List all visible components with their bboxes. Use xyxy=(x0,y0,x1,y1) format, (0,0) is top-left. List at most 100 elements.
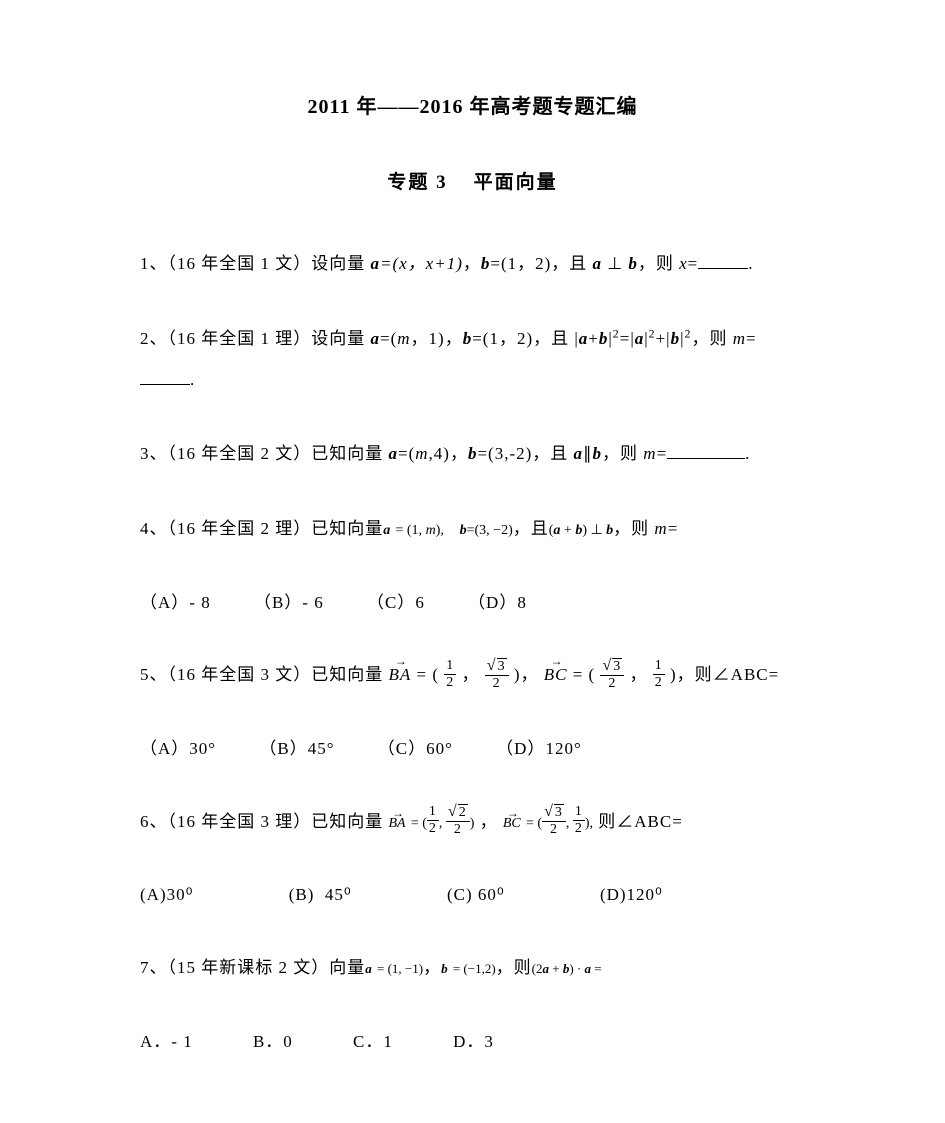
parallel-icon: ∥ xyxy=(583,444,593,463)
frac-den: 2 xyxy=(653,675,665,690)
vector-a: a xyxy=(389,444,399,463)
option-b: （B）45° xyxy=(259,730,334,767)
opt-label: （A） xyxy=(140,593,189,612)
q1-pre: 设向量 xyxy=(311,254,370,273)
opt-label: C． xyxy=(353,1032,383,1051)
opt-label: (D) xyxy=(600,885,627,904)
opt-value: 1 xyxy=(383,1032,393,1051)
answer-blank xyxy=(140,368,190,385)
opt-value: 60° xyxy=(426,739,453,758)
opt-label: D． xyxy=(453,1032,484,1051)
question-5: 5、（16 年全国 3 文）已知向量 →BA = ( 12 ， √32 )， →… xyxy=(140,655,805,696)
fraction: 12 xyxy=(573,805,585,836)
opt-value: - 8 xyxy=(189,593,210,612)
vector-b: b xyxy=(463,329,473,348)
vector-BA: →BA xyxy=(389,655,412,696)
option-d: （D）120° xyxy=(496,730,582,767)
sqrt-radicand: 3 xyxy=(612,658,622,674)
sqrt-icon: √3 xyxy=(544,804,564,820)
q5-tail: ，则∠ABC= xyxy=(677,665,780,684)
opt-value: 30° xyxy=(189,739,216,758)
opt-value: 0 xyxy=(283,1032,293,1051)
fraction: √32 xyxy=(542,804,566,837)
opt-label: （B） xyxy=(259,739,307,758)
vector-b: b xyxy=(481,254,491,273)
opt-value: 3 xyxy=(484,1032,494,1051)
q7-pre: 向量 xyxy=(329,958,365,977)
q2-source: （16 年全国 1 理） xyxy=(168,329,312,348)
q1-a-val: =(x，x+1) xyxy=(380,254,463,273)
opt-value: 6 xyxy=(415,593,425,612)
vector-BC: →BC xyxy=(503,807,521,841)
option-c: （C）60° xyxy=(378,730,453,767)
option-c: C．1 xyxy=(353,1023,393,1060)
q4-options: （A）- 8 （B）- 6 （C）6 （D）8 xyxy=(140,584,805,621)
opt-value: 120° xyxy=(545,739,581,758)
subtitle-topic: 平面向量 xyxy=(474,172,558,193)
subtitle-prefix: 专题 3 xyxy=(387,172,447,193)
question-4: 4、（16 年全国 2 理）已知向量a = (1, m), b=(3, −2)，… xyxy=(140,509,805,550)
option-b: (B) 45⁰ xyxy=(289,876,352,913)
q6-options: (A)30⁰ (B) 45⁰ (C) 60⁰ (D)120⁰ xyxy=(140,876,805,913)
q7-source: （15 年新课标 2 文） xyxy=(168,958,330,977)
frac-num: 1 xyxy=(444,659,456,675)
option-d: （D）8 xyxy=(468,584,527,621)
sqrt-icon: √3 xyxy=(487,658,507,674)
option-a: （A）30° xyxy=(140,730,216,767)
option-b: B．0 xyxy=(253,1023,293,1060)
fraction: √32 xyxy=(600,658,624,691)
opt-label: （C） xyxy=(378,739,426,758)
vector-BA: →BA xyxy=(389,807,406,841)
opt-label: （B） xyxy=(254,593,302,612)
question-1: 1、（16 年全国 1 文）设向量 a=(x，x+1)，b=(1，2)，且 a … xyxy=(140,244,805,285)
opt-label: (C) xyxy=(447,885,473,904)
q4-tailpre: ，且 xyxy=(513,519,549,538)
q1-source: （16 年全国 1 文） xyxy=(168,254,312,273)
q1-tail: ，则 x= xyxy=(638,254,698,273)
opt-value: - 6 xyxy=(302,593,323,612)
opt-label: （D） xyxy=(468,593,517,612)
question-6: 6、（16 年全国 3 理）已知向量 →BA = (12, √22) ， →BC… xyxy=(140,802,805,843)
q4-tailpost: ，则 m= xyxy=(613,519,678,538)
q6-tail: 则∠ABC= xyxy=(598,812,683,831)
option-c: (C) 60⁰ xyxy=(447,876,505,913)
q4-source: （16 年全国 2 理） xyxy=(168,519,312,538)
fraction: 12 xyxy=(427,805,439,836)
opt-label: (A) xyxy=(140,885,167,904)
page-subtitle: 专题 3 平面向量 xyxy=(140,167,805,194)
option-c: （C）6 xyxy=(367,584,425,621)
question-3: 3、（16 年全国 2 文）已知向量 a=(m,4)，b=(3,-2)，且 a∥… xyxy=(140,434,805,475)
option-a: A．- 1 xyxy=(140,1023,193,1060)
option-d: (D)120⁰ xyxy=(600,876,663,913)
opt-label: (B) xyxy=(289,885,315,904)
q1-b-val: =(1，2) xyxy=(490,254,551,273)
fraction: √32 xyxy=(485,658,509,691)
fraction: 12 xyxy=(444,659,456,690)
sqrt-icon: √2 xyxy=(448,804,468,820)
q4-pre: 已知向量 xyxy=(311,519,383,538)
q2-pre: 设向量 xyxy=(311,329,370,348)
sqrt-radicand: 3 xyxy=(497,658,507,674)
q5-options: （A）30° （B）45° （C）60° （D）120° xyxy=(140,730,805,767)
fraction: 12 xyxy=(653,659,665,690)
option-d: D．3 xyxy=(453,1023,494,1060)
opt-value: 30⁰ xyxy=(167,885,194,904)
q3-tail: ，则 m= xyxy=(602,444,667,463)
q5-source: （16 年全国 3 文） xyxy=(168,665,312,684)
opt-value: 45⁰ xyxy=(325,885,352,904)
q7-tailpre: ，则 xyxy=(496,958,532,977)
opt-label: B． xyxy=(253,1032,283,1051)
option-a: （A）- 8 xyxy=(140,584,211,621)
vector-a: a xyxy=(593,254,603,273)
opt-label: （C） xyxy=(367,593,415,612)
frac-den: 2 xyxy=(444,675,456,690)
opt-value: 120⁰ xyxy=(627,885,663,904)
frac-den: 2 xyxy=(600,676,624,691)
q6-pre: 已知向量 xyxy=(311,812,383,831)
opt-label: A． xyxy=(140,1032,171,1051)
option-a: (A)30⁰ xyxy=(140,876,193,913)
opt-value: 60⁰ xyxy=(478,885,505,904)
answer-blank xyxy=(667,442,745,459)
q3-source: （16 年全国 2 文） xyxy=(168,444,312,463)
frac-num: 1 xyxy=(653,659,665,675)
